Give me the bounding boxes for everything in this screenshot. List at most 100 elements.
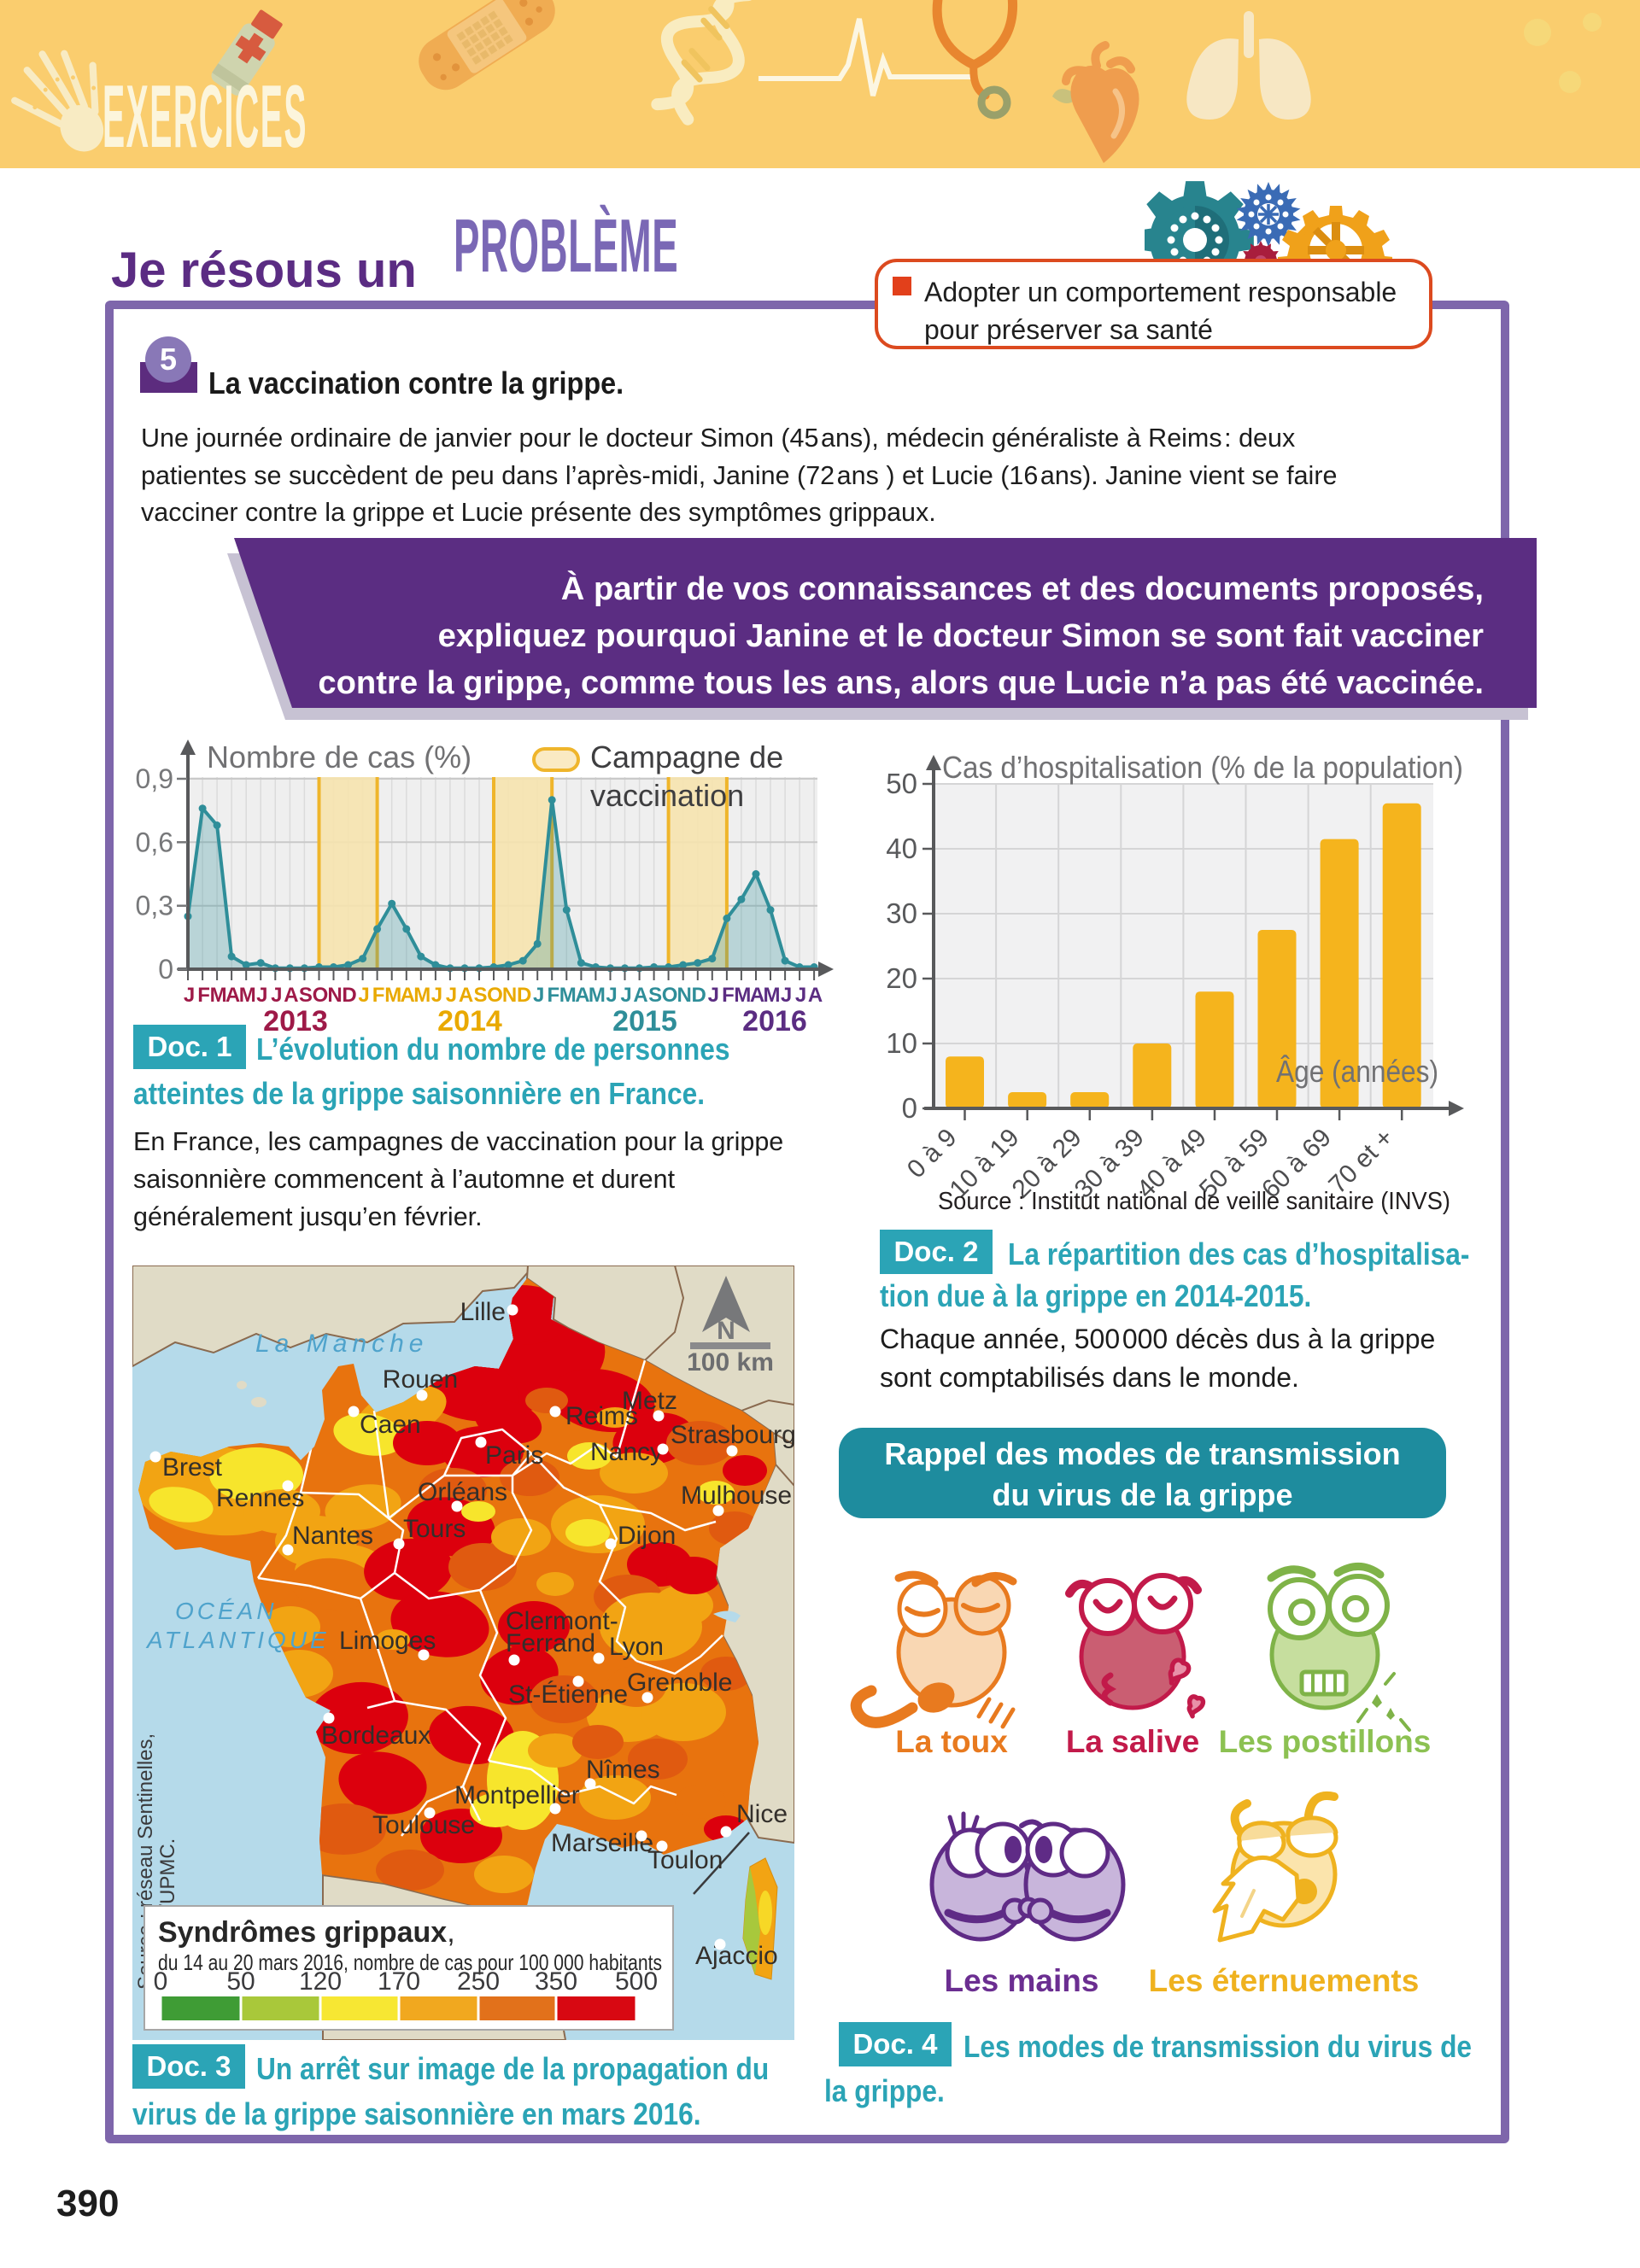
svg-text:ATLANTIQUE: ATLANTIQUE xyxy=(145,1627,330,1653)
svg-text:F: F xyxy=(547,984,559,1007)
svg-text:La Manche: La Manche xyxy=(255,1330,428,1358)
svg-text:500: 500 xyxy=(615,1967,658,1996)
svg-text:M: M xyxy=(413,984,430,1007)
svg-text:250: 250 xyxy=(457,1967,500,1996)
svg-text:A: A xyxy=(633,984,647,1007)
svg-text:0: 0 xyxy=(154,1967,168,1996)
svg-text:Reims: Reims xyxy=(565,1402,638,1430)
svg-text:Brest: Brest xyxy=(162,1453,223,1482)
svg-text:J: J xyxy=(533,984,544,1007)
svg-text:Ajaccio: Ajaccio xyxy=(695,1942,778,1970)
svg-text:M: M xyxy=(239,984,256,1007)
svg-text:Tours: Tours xyxy=(403,1515,466,1543)
svg-text:A: A xyxy=(808,984,823,1007)
svg-text:À partir de vos connaissances: À partir de vos connaissances et des doc… xyxy=(561,570,1484,607)
svg-text:O: O xyxy=(487,984,503,1007)
svg-text:50: 50 xyxy=(886,768,917,799)
svg-text:Nancy: Nancy xyxy=(590,1438,663,1466)
svg-text:Strasbourg: Strasbourg xyxy=(671,1421,794,1449)
svg-text:Paris: Paris xyxy=(485,1441,543,1470)
svg-text:40: 40 xyxy=(886,833,917,864)
svg-text:0,9: 0,9 xyxy=(136,763,173,794)
svg-text:Les éternuements: Les éternuements xyxy=(1149,1963,1420,1998)
svg-text:Lyon: Lyon xyxy=(609,1633,664,1661)
svg-text:Clermont-: Clermont- xyxy=(506,1607,618,1635)
svg-text:Nîmes: Nîmes xyxy=(586,1756,660,1784)
svg-text:Caen: Caen xyxy=(360,1411,421,1439)
svg-text:J: J xyxy=(256,984,267,1007)
svg-text:S: S xyxy=(473,984,487,1007)
svg-text:Campagne de: Campagne de xyxy=(590,739,783,775)
svg-text:Toulouse: Toulouse xyxy=(372,1811,475,1839)
svg-text:St-Étienne: St-Étienne xyxy=(508,1681,628,1709)
svg-text:Âge (années): Âge (années) xyxy=(1276,1054,1438,1089)
svg-text:Cas d’hospitalisation (% de la: Cas d’hospitalisation (% de la populatio… xyxy=(942,750,1463,785)
svg-text:N: N xyxy=(677,984,692,1007)
svg-text:Nombre de cas (%): Nombre de cas (%) xyxy=(207,739,472,775)
svg-text:M: M xyxy=(559,984,577,1007)
svg-text:Grenoble: Grenoble xyxy=(627,1669,732,1697)
svg-text:Les postillons: Les postillons xyxy=(1219,1724,1432,1759)
svg-text:50: 50 xyxy=(226,1967,255,1996)
svg-text:Mulhouse: Mulhouse xyxy=(681,1482,792,1510)
svg-text:A: A xyxy=(459,984,473,1007)
svg-text:20: 20 xyxy=(886,962,917,994)
svg-text:Ferrand: Ferrand xyxy=(506,1629,595,1657)
svg-text:N: N xyxy=(502,984,517,1007)
svg-text:0,3: 0,3 xyxy=(136,891,173,921)
svg-text:0,6: 0,6 xyxy=(136,827,173,857)
svg-text:J: J xyxy=(781,984,792,1007)
svg-text:Metz: Metz xyxy=(622,1387,677,1415)
svg-text:J: J xyxy=(271,984,282,1007)
svg-text:M: M xyxy=(210,984,227,1007)
svg-text:OCÉAN: OCÉAN xyxy=(175,1598,278,1624)
svg-text:O: O xyxy=(313,984,329,1007)
svg-text:A: A xyxy=(575,984,589,1007)
svg-text:Nantes: Nantes xyxy=(292,1522,373,1550)
svg-text:D: D xyxy=(517,984,531,1007)
svg-text:F: F xyxy=(372,984,385,1007)
svg-text:EXERCICES: EXERCICES xyxy=(102,67,308,167)
svg-text:M: M xyxy=(734,984,751,1007)
svg-text:30: 30 xyxy=(886,897,917,929)
svg-text:N: N xyxy=(327,984,342,1007)
svg-text:S: S xyxy=(648,984,662,1007)
svg-text:M: M xyxy=(384,984,401,1007)
svg-text:2014: 2014 xyxy=(437,1005,502,1038)
svg-text:contre la grippe, comme tous l: contre la grippe, comme tous les ans, al… xyxy=(318,664,1484,701)
svg-text:Dijon: Dijon xyxy=(618,1522,676,1550)
svg-text:D: D xyxy=(342,984,356,1007)
svg-text:2015: 2015 xyxy=(612,1005,677,1038)
svg-text:S: S xyxy=(299,984,313,1007)
svg-text:170: 170 xyxy=(378,1967,420,1996)
svg-text:O: O xyxy=(662,984,678,1007)
svg-text:Nice: Nice xyxy=(736,1800,788,1828)
svg-text:J: J xyxy=(620,984,631,1007)
svg-text:J: J xyxy=(358,984,369,1007)
svg-text:vaccination: vaccination xyxy=(590,778,744,813)
svg-text:D: D xyxy=(692,984,706,1007)
svg-text:F: F xyxy=(197,984,210,1007)
svg-text:100 km: 100 km xyxy=(687,1348,774,1377)
svg-text:0: 0 xyxy=(158,954,173,985)
svg-text:A: A xyxy=(750,984,764,1007)
svg-text:120: 120 xyxy=(299,1967,342,1996)
svg-text:J: J xyxy=(795,984,806,1007)
svg-text:du 14 au 20 mars 2016, nombre: du 14 au 20 mars 2016, nombre de cas pou… xyxy=(158,1949,662,1975)
svg-text:0: 0 xyxy=(902,1092,917,1124)
svg-text:Source : Institut national de: Source : Institut national de veille san… xyxy=(938,1188,1450,1215)
svg-text:350: 350 xyxy=(535,1967,577,1996)
svg-text:La toux: La toux xyxy=(895,1724,1008,1759)
svg-text:2016: 2016 xyxy=(742,1005,807,1038)
svg-text:Bordeaux: Bordeaux xyxy=(321,1721,430,1750)
svg-text:J: J xyxy=(431,984,442,1007)
svg-text:J: J xyxy=(184,984,195,1007)
svg-text:J: J xyxy=(606,984,617,1007)
svg-text:Syndrômes grippaux,: Syndrômes grippaux, xyxy=(158,1916,455,1949)
svg-text:A: A xyxy=(226,984,240,1007)
svg-text:F: F xyxy=(722,984,735,1007)
svg-text:Montpellier: Montpellier xyxy=(454,1781,580,1809)
svg-text:M: M xyxy=(589,984,606,1007)
svg-text:A: A xyxy=(401,984,415,1007)
svg-text:Limoges: Limoges xyxy=(339,1627,436,1655)
